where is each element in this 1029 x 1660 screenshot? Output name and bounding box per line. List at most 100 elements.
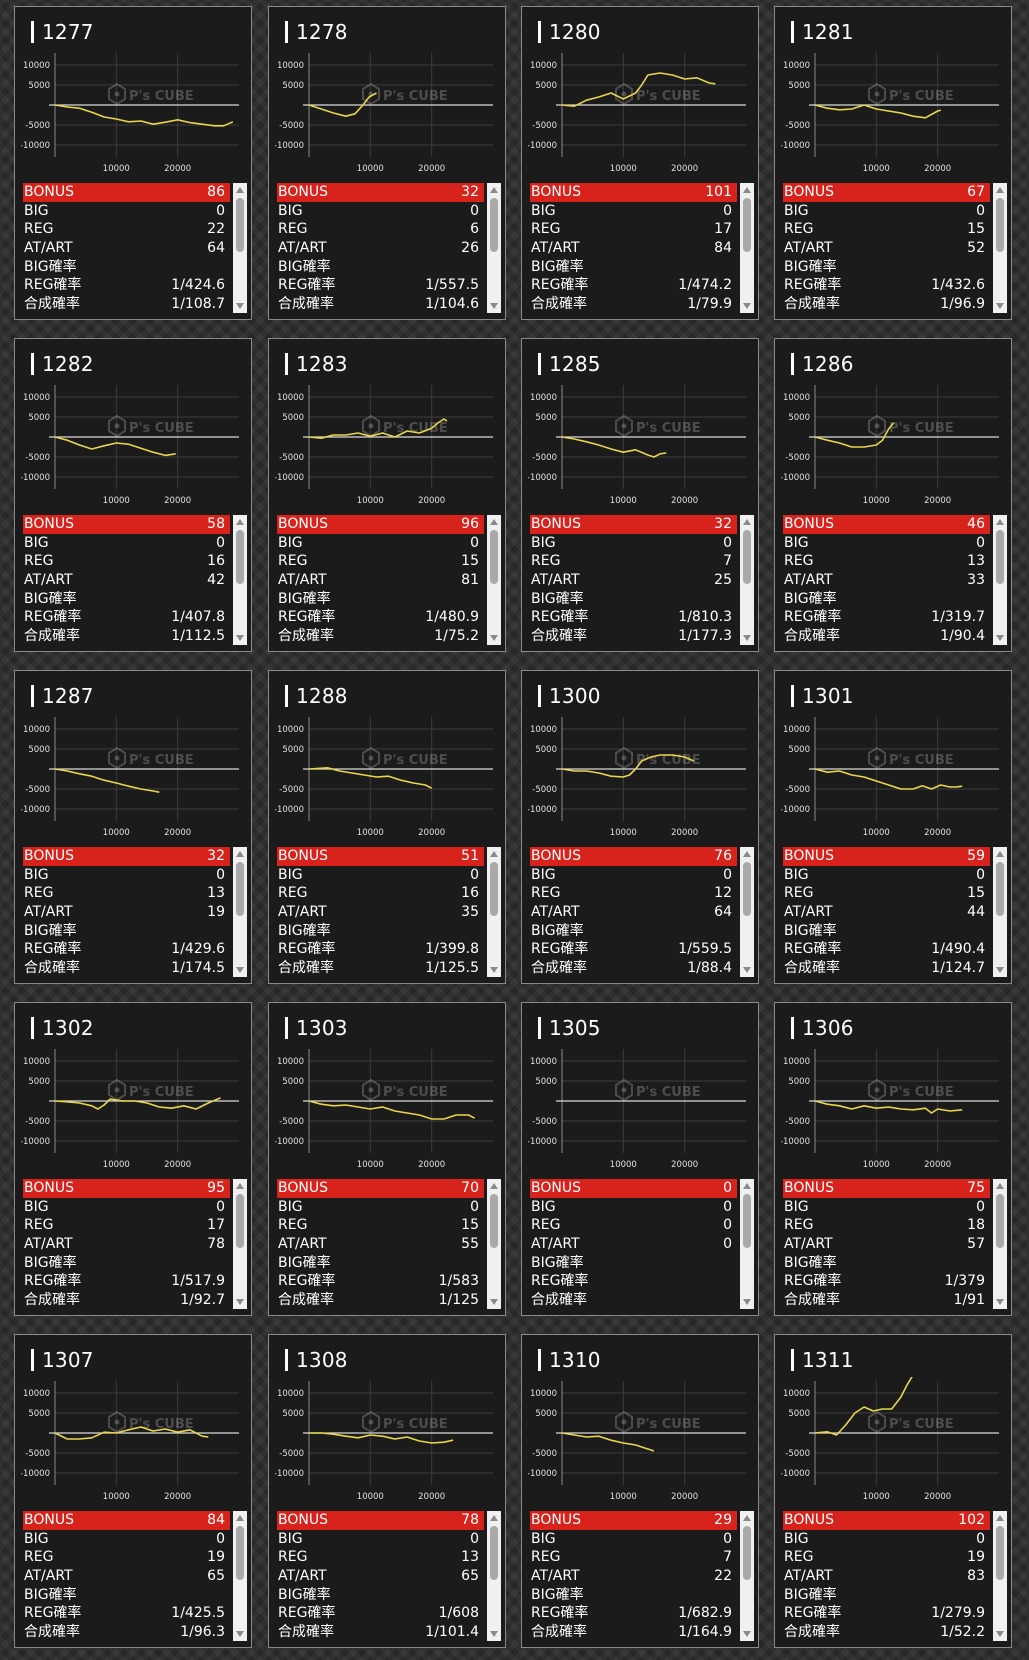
scroll-down-arrow-icon[interactable]	[996, 635, 1004, 641]
machine-card[interactable]: 1301 10000 5000 -5000 -10000 10000 20000 P's CU…	[774, 670, 1012, 984]
scroll-down-arrow-icon[interactable]	[996, 967, 1004, 973]
machine-card[interactable]: 1285 10000 5000 -5000 -10000 10000 20000 P's CU…	[521, 338, 759, 652]
scroll-down-arrow-icon[interactable]	[996, 1631, 1004, 1637]
machine-number[interactable]: 1285	[549, 352, 601, 376]
scroll-up-arrow-icon[interactable]	[490, 187, 498, 193]
scroll-up-arrow-icon[interactable]	[996, 519, 1004, 525]
machine-number[interactable]: 1305	[549, 1016, 601, 1040]
machine-card[interactable]: 1280 10000 5000 -5000 -10000 10000 20000 P's CU…	[521, 6, 759, 320]
machine-card[interactable]: 1282 10000 5000 -5000 -10000 10000 20000 P's CU…	[14, 338, 252, 652]
scroll-thumb[interactable]	[490, 530, 498, 584]
scroll-up-arrow-icon[interactable]	[743, 1183, 751, 1189]
scroll-thumb[interactable]	[743, 530, 751, 584]
machine-number[interactable]: 1306	[802, 1016, 854, 1040]
machine-number[interactable]: 1308	[296, 1348, 348, 1372]
scroll-down-arrow-icon[interactable]	[996, 303, 1004, 309]
machine-card[interactable]: 1283 10000 5000 -5000 -10000 10000 20000 P's CU…	[268, 338, 506, 652]
scroll-thumb[interactable]	[490, 198, 498, 252]
machine-number[interactable]: 1277	[42, 20, 94, 44]
machine-number[interactable]: 1307	[42, 1348, 94, 1372]
machine-number[interactable]: 1310	[549, 1348, 601, 1372]
machine-card[interactable]: 1287 10000 5000 -5000 -10000 10000 20000 P's CU…	[14, 670, 252, 984]
stats-scrollbar[interactable]	[993, 1511, 1007, 1641]
machine-card[interactable]: 1286 10000 5000 -5000 -10000 10000 20000 P's CU…	[774, 338, 1012, 652]
machine-number[interactable]: 1301	[802, 684, 854, 708]
scroll-down-arrow-icon[interactable]	[236, 635, 244, 641]
scroll-thumb[interactable]	[996, 198, 1004, 252]
scroll-up-arrow-icon[interactable]	[236, 187, 244, 193]
machine-card[interactable]: 1300 10000 5000 -5000 -10000 10000 20000 P's CU…	[521, 670, 759, 984]
machine-number[interactable]: 1303	[296, 1016, 348, 1040]
scroll-thumb[interactable]	[236, 1194, 244, 1248]
scroll-up-arrow-icon[interactable]	[996, 1515, 1004, 1521]
machine-number[interactable]: 1281	[802, 20, 854, 44]
scroll-thumb[interactable]	[236, 862, 244, 916]
stats-scrollbar[interactable]	[993, 847, 1007, 977]
scroll-up-arrow-icon[interactable]	[236, 851, 244, 857]
scroll-down-arrow-icon[interactable]	[996, 1299, 1004, 1305]
stats-scrollbar[interactable]	[740, 515, 754, 645]
scroll-thumb[interactable]	[743, 1526, 751, 1580]
scroll-thumb[interactable]	[743, 862, 751, 916]
stats-scrollbar[interactable]	[233, 847, 247, 977]
machine-number[interactable]: 1311	[802, 1348, 854, 1372]
machine-card[interactable]: 1310 10000 5000 -5000 -10000 10000 20000 P's CU…	[521, 1334, 759, 1648]
stats-scrollbar[interactable]	[740, 847, 754, 977]
machine-number[interactable]: 1286	[802, 352, 854, 376]
stats-scrollbar[interactable]	[740, 183, 754, 313]
stats-scrollbar[interactable]	[233, 1511, 247, 1641]
scroll-thumb[interactable]	[996, 862, 1004, 916]
scroll-thumb[interactable]	[236, 530, 244, 584]
machine-number[interactable]: 1283	[296, 352, 348, 376]
scroll-down-arrow-icon[interactable]	[490, 635, 498, 641]
scroll-thumb[interactable]	[743, 198, 751, 252]
scroll-down-arrow-icon[interactable]	[743, 1631, 751, 1637]
machine-number[interactable]: 1282	[42, 352, 94, 376]
scroll-down-arrow-icon[interactable]	[743, 1299, 751, 1305]
scroll-up-arrow-icon[interactable]	[490, 1515, 498, 1521]
scroll-up-arrow-icon[interactable]	[743, 187, 751, 193]
scroll-down-arrow-icon[interactable]	[236, 303, 244, 309]
scroll-down-arrow-icon[interactable]	[743, 635, 751, 641]
machine-number[interactable]: 1287	[42, 684, 94, 708]
scroll-up-arrow-icon[interactable]	[996, 1183, 1004, 1189]
scroll-thumb[interactable]	[490, 862, 498, 916]
scroll-up-arrow-icon[interactable]	[490, 519, 498, 525]
scroll-thumb[interactable]	[236, 198, 244, 252]
scroll-down-arrow-icon[interactable]	[743, 303, 751, 309]
stats-scrollbar[interactable]	[487, 1179, 501, 1309]
machine-number[interactable]: 1280	[549, 20, 601, 44]
scroll-down-arrow-icon[interactable]	[236, 1631, 244, 1637]
machine-card[interactable]: 1281 10000 5000 -5000 -10000 10000 20000 P's CU…	[774, 6, 1012, 320]
scroll-down-arrow-icon[interactable]	[490, 967, 498, 973]
machine-card[interactable]: 1306 10000 5000 -5000 -10000 10000 20000 P's CU…	[774, 1002, 1012, 1316]
scroll-down-arrow-icon[interactable]	[490, 1299, 498, 1305]
stats-scrollbar[interactable]	[993, 183, 1007, 313]
scroll-up-arrow-icon[interactable]	[996, 187, 1004, 193]
stats-scrollbar[interactable]	[487, 183, 501, 313]
scroll-up-arrow-icon[interactable]	[236, 1515, 244, 1521]
machine-number[interactable]: 1288	[296, 684, 348, 708]
scroll-thumb[interactable]	[996, 530, 1004, 584]
scroll-down-arrow-icon[interactable]	[743, 967, 751, 973]
machine-number[interactable]: 1300	[549, 684, 601, 708]
scroll-up-arrow-icon[interactable]	[743, 1515, 751, 1521]
machine-card[interactable]: 1288 10000 5000 -5000 -10000 10000 20000 P's CU…	[268, 670, 506, 984]
scroll-up-arrow-icon[interactable]	[236, 1183, 244, 1189]
machine-card[interactable]: 1311 10000 5000 -5000 -10000 10000 20000 P's CU…	[774, 1334, 1012, 1648]
stats-scrollbar[interactable]	[233, 183, 247, 313]
machine-number[interactable]: 1278	[296, 20, 348, 44]
machine-card[interactable]: 1278 10000 5000 -5000 -10000 10000 20000 P's CU…	[268, 6, 506, 320]
scroll-down-arrow-icon[interactable]	[236, 967, 244, 973]
stats-scrollbar[interactable]	[993, 1179, 1007, 1309]
scroll-down-arrow-icon[interactable]	[236, 1299, 244, 1305]
stats-scrollbar[interactable]	[487, 1511, 501, 1641]
stats-scrollbar[interactable]	[740, 1179, 754, 1309]
scroll-down-arrow-icon[interactable]	[490, 303, 498, 309]
stats-scrollbar[interactable]	[487, 847, 501, 977]
stats-scrollbar[interactable]	[233, 1179, 247, 1309]
machine-number[interactable]: 1302	[42, 1016, 94, 1040]
scroll-thumb[interactable]	[743, 1194, 751, 1248]
machine-card[interactable]: 1307 10000 5000 -5000 -10000 10000 20000 P's CU…	[14, 1334, 252, 1648]
machine-card[interactable]: 1305 10000 5000 -5000 -10000 10000 20000 P's CU…	[521, 1002, 759, 1316]
